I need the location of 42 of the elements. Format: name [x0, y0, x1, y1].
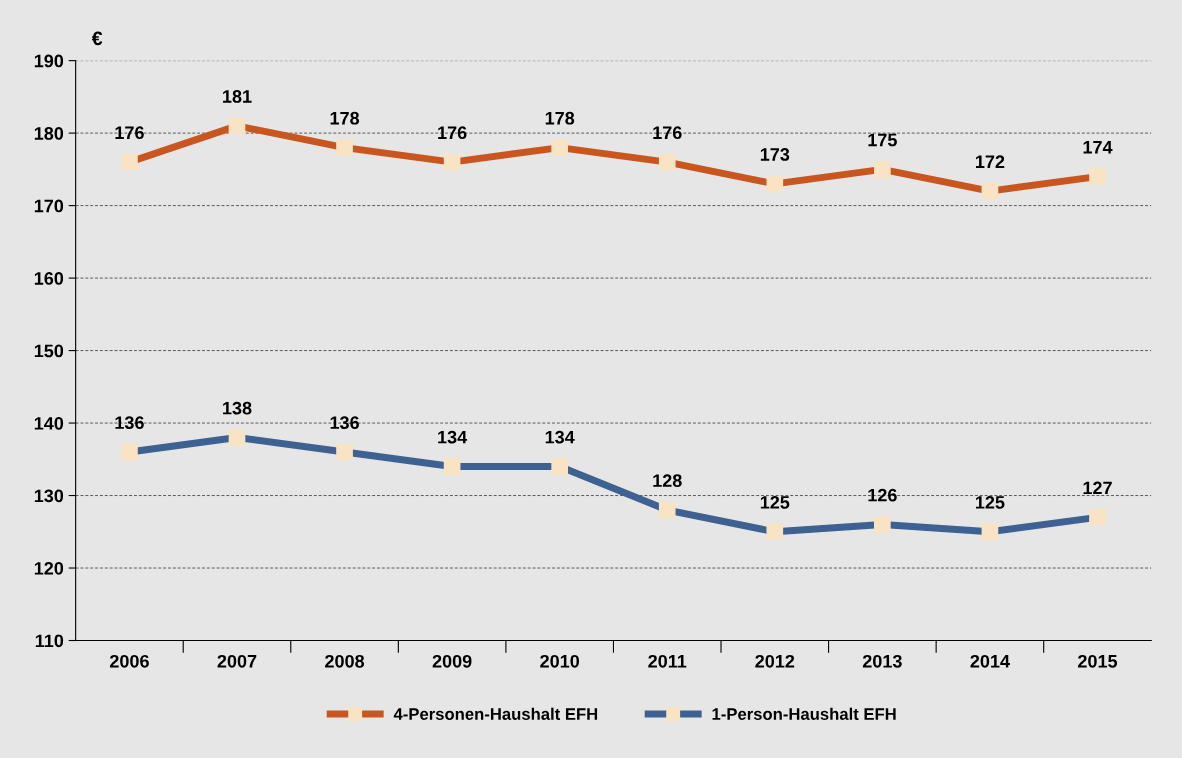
data-label: 173: [760, 148, 790, 161]
data-label: 136: [330, 416, 359, 430]
y-tick-label: 150: [34, 344, 64, 358]
x-tick-label: 2014: [970, 654, 1010, 668]
y-tick-label: 170: [34, 199, 64, 213]
x-tick-label: 2006: [109, 654, 149, 668]
data-label: 176: [438, 126, 467, 140]
data-label: 178: [330, 111, 360, 125]
data-label: 128: [653, 474, 682, 488]
y-tick-label: 130: [34, 489, 64, 503]
data-label: 178: [545, 111, 575, 125]
data-label: 127: [1083, 481, 1112, 495]
data-label: 125: [976, 495, 1005, 509]
x-tick-label: 2009: [432, 654, 472, 668]
x-tick-label: 2011: [648, 654, 687, 668]
data-label: 125: [760, 495, 790, 509]
x-tick-label: 2008: [325, 654, 365, 668]
y-tick-label: 140: [34, 416, 64, 430]
data-label: 175: [868, 133, 897, 147]
data-label: 134: [438, 430, 468, 444]
x-tick-label: 2007: [217, 654, 257, 668]
data-label: 176: [653, 126, 682, 140]
x-tick-label: 2010: [540, 654, 580, 668]
data-label: 136: [115, 416, 144, 430]
data-label: 172: [976, 155, 1005, 168]
data-label: 176: [115, 126, 144, 140]
y-tick-label: 160: [34, 272, 64, 285]
data-label: 181: [223, 90, 252, 103]
legend-label: 4-Personen-Haushalt EFH: [393, 707, 598, 720]
data-label: 174: [1083, 141, 1113, 154]
y-axis-title: €: [91, 31, 103, 46]
x-tick-label: 2013: [862, 654, 902, 668]
data-label: 138: [223, 401, 252, 415]
y-tick-label: 120: [34, 561, 64, 575]
x-tick-label: 2012: [755, 654, 795, 668]
data-label: 134: [545, 430, 575, 444]
data-label: 126: [868, 488, 897, 502]
x-tick-label: 2015: [1078, 654, 1118, 668]
legend-label: 1-Person-Haushalt EFH: [712, 707, 896, 720]
y-tick-label: 180: [34, 127, 64, 140]
y-tick-label: 110: [35, 634, 64, 648]
y-tick-label: 190: [34, 54, 64, 68]
